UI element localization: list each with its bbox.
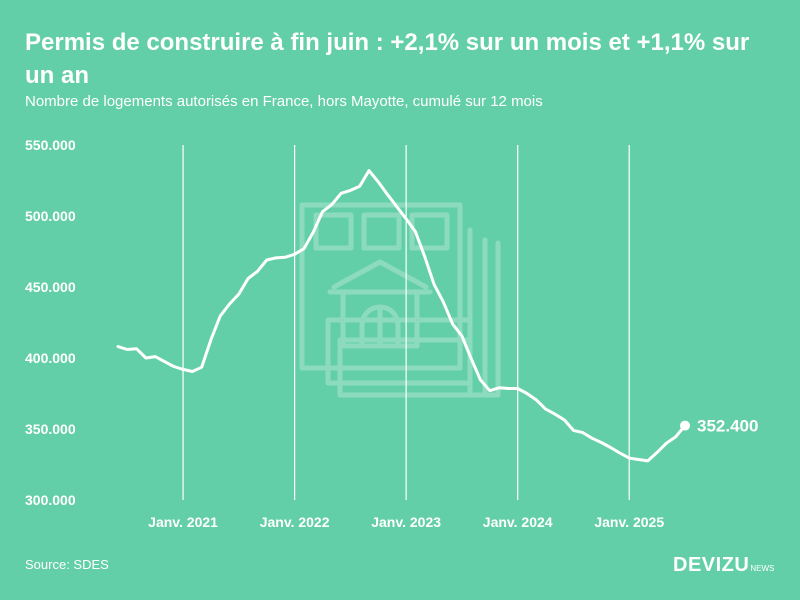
chart-title: Permis de construire à fin juin : +2,1% … bbox=[25, 29, 750, 89]
y-tick-label: 350.000 bbox=[25, 421, 76, 437]
y-tick-label: 450.000 bbox=[25, 279, 76, 295]
x-tick-label: Janv. 2024 bbox=[483, 514, 553, 530]
last-value-marker bbox=[680, 420, 690, 431]
y-tick-label: 400.000 bbox=[25, 350, 76, 366]
source-note: Source: SDES bbox=[25, 557, 109, 572]
building-icon bbox=[299, 202, 501, 398]
series-line bbox=[116, 169, 687, 463]
brand-name: DEVIZU bbox=[673, 554, 750, 576]
x-tick-label: Janv. 2025 bbox=[594, 514, 664, 530]
chart-subtitle: Nombre de logements autorisés en France,… bbox=[25, 93, 543, 110]
y-tick-label: 550.000 bbox=[25, 137, 76, 153]
y-tick-label: 300.000 bbox=[25, 492, 76, 508]
x-tick-label: Janv. 2023 bbox=[371, 514, 441, 530]
x-tick-label: Janv. 2021 bbox=[148, 514, 218, 530]
y-tick-label: 500.000 bbox=[25, 208, 76, 224]
brand-subtitle: NEWS bbox=[750, 564, 775, 573]
x-tick-label: Janv. 2022 bbox=[260, 514, 330, 530]
brand-logo: DEVIZUNEWS bbox=[673, 554, 774, 577]
last-value-label: 352.400 bbox=[697, 417, 758, 436]
